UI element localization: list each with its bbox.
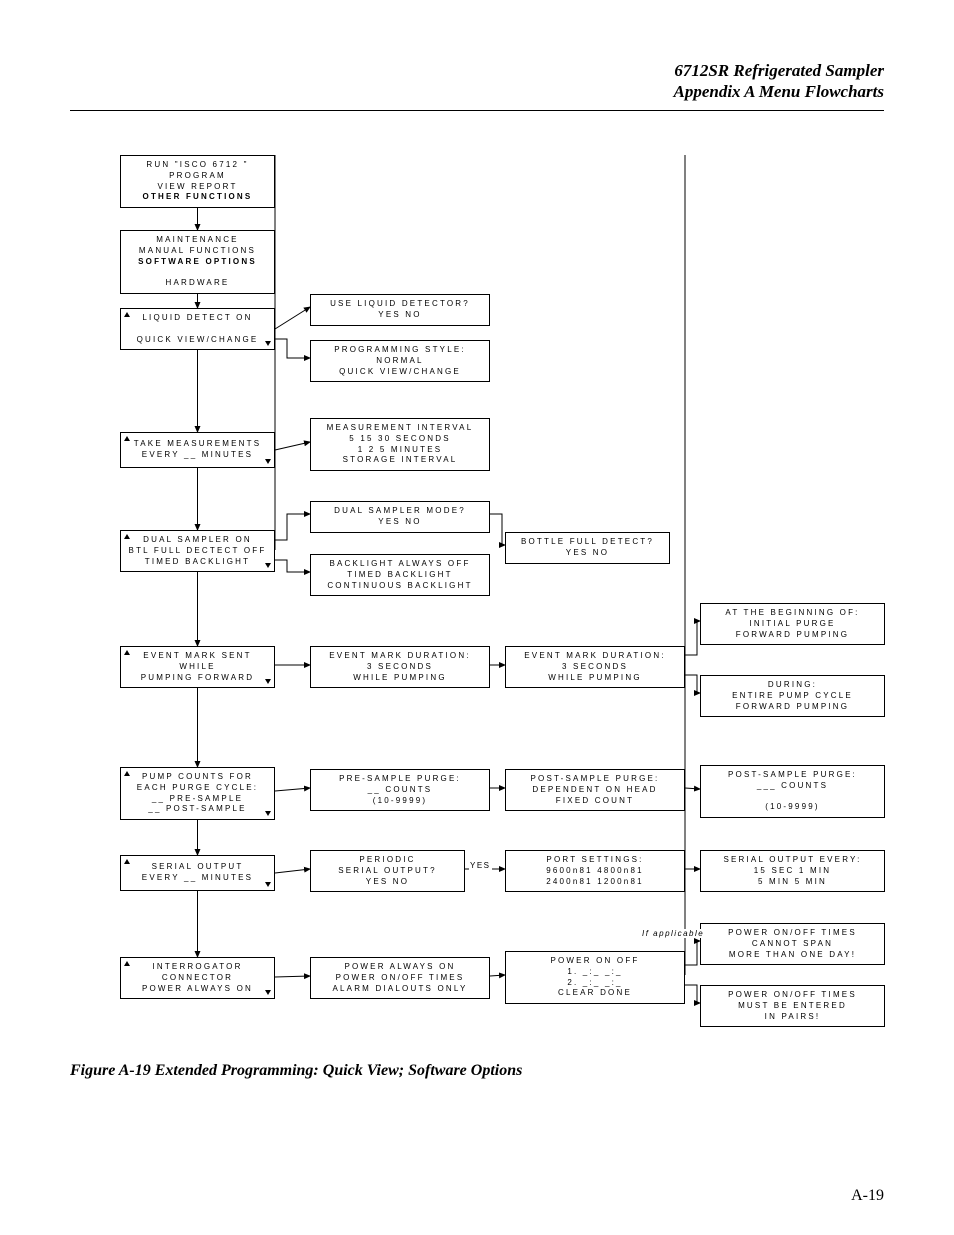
document-page: 6712SR Refrigerated Sampler Appendix A M… bbox=[0, 0, 954, 1235]
flowchart-node: POWER ON OFF1. _:_ _:_2. _:_ _:_CLEAR DO… bbox=[505, 951, 685, 1004]
header-subtitle: Appendix A Menu Flowcharts bbox=[673, 81, 884, 102]
flowchart-node: POST-SAMPLE PURGE:DEPENDENT ON HEADFIXED… bbox=[505, 769, 685, 811]
flowchart-node: EVENT MARK DURATION:3 SECONDSWHILE PUMPI… bbox=[505, 646, 685, 688]
page-number: A-19 bbox=[851, 1187, 884, 1205]
flowchart-node: PROGRAMMING STYLE:NORMALQUICK VIEW/CHANG… bbox=[310, 340, 490, 382]
flowchart-node: MAINTENANCEMANUAL FUNCTIONSSOFTWARE OPTI… bbox=[120, 230, 275, 294]
figure-caption: Figure A-19 Extended Programming: Quick … bbox=[70, 1062, 522, 1080]
edge-label: YES bbox=[469, 861, 492, 870]
flowchart-node: DUAL SAMPLER MODE?YES NO bbox=[310, 501, 490, 533]
flowchart-node: POWER ON/OFF TIMESCANNOT SPANMORE THAN O… bbox=[700, 923, 885, 965]
page-header: 6712SR Refrigerated Sampler Appendix A M… bbox=[673, 60, 884, 103]
flowchart-node: SERIAL OUTPUTEVERY __ MINUTES bbox=[120, 855, 275, 891]
flowchart-node: EVENT MARK SENTWHILEPUMPING FORWARD bbox=[120, 646, 275, 688]
edge-label: If applicable bbox=[641, 929, 705, 938]
flowchart-node: PERIODICSERIAL OUTPUT?YES NO bbox=[310, 850, 465, 892]
flowchart-node: INTERROGATORCONNECTORPOWER ALWAYS ON bbox=[120, 957, 275, 999]
flowchart-node: POST-SAMPLE PURGE:___ COUNTS(10-9999) bbox=[700, 765, 885, 818]
flowchart-node: DUAL SAMPLER ONBTL FULL DECTECT OFFTIMED… bbox=[120, 530, 275, 572]
flowchart-node: AT THE BEGINNING OF:INITIAL PURGEFORWARD… bbox=[700, 603, 885, 645]
flowchart-node: POWER ON/OFF TIMESMUST BE ENTEREDIN PAIR… bbox=[700, 985, 885, 1027]
flowchart-node: POWER ALWAYS ONPOWER ON/OFF TIMESALARM D… bbox=[310, 957, 490, 999]
flowchart-node: DURING:ENTIRE PUMP CYCLEFORWARD PUMPING bbox=[700, 675, 885, 717]
flowchart-node: PUMP COUNTS FOREACH PURGE CYCLE:__ PRE-S… bbox=[120, 767, 275, 820]
flowchart-node: BACKLIGHT ALWAYS OFFTIMED BACKLIGHTCONTI… bbox=[310, 554, 490, 596]
flowchart: RUN "ISCO 6712 "PROGRAMVIEW REPORTOTHER … bbox=[115, 155, 890, 1035]
flowchart-node: RUN "ISCO 6712 "PROGRAMVIEW REPORTOTHER … bbox=[120, 155, 275, 208]
flowchart-node: BOTTLE FULL DETECT?YES NO bbox=[505, 532, 670, 564]
header-title: 6712SR Refrigerated Sampler bbox=[673, 60, 884, 81]
flowchart-node: LIQUID DETECT ONQUICK VIEW/CHANGE bbox=[120, 308, 275, 350]
header-rule bbox=[70, 110, 884, 111]
flowchart-node: USE LIQUID DETECTOR?YES NO bbox=[310, 294, 490, 326]
flowchart-node: EVENT MARK DURATION:3 SECONDSWHILE PUMPI… bbox=[310, 646, 490, 688]
flowchart-node: PORT SETTINGS:9600n81 4800n812400n81 120… bbox=[505, 850, 685, 892]
flowchart-node: SERIAL OUTPUT EVERY:15 SEC 1 MIN5 MIN 5 … bbox=[700, 850, 885, 892]
flowchart-node: MEASUREMENT INTERVAL5 15 30 SECONDS1 2 5… bbox=[310, 418, 490, 471]
flowchart-node: TAKE MEASUREMENTSEVERY __ MINUTES bbox=[120, 432, 275, 468]
flowchart-node: PRE-SAMPLE PURGE:__ COUNTS(10-9999) bbox=[310, 769, 490, 811]
